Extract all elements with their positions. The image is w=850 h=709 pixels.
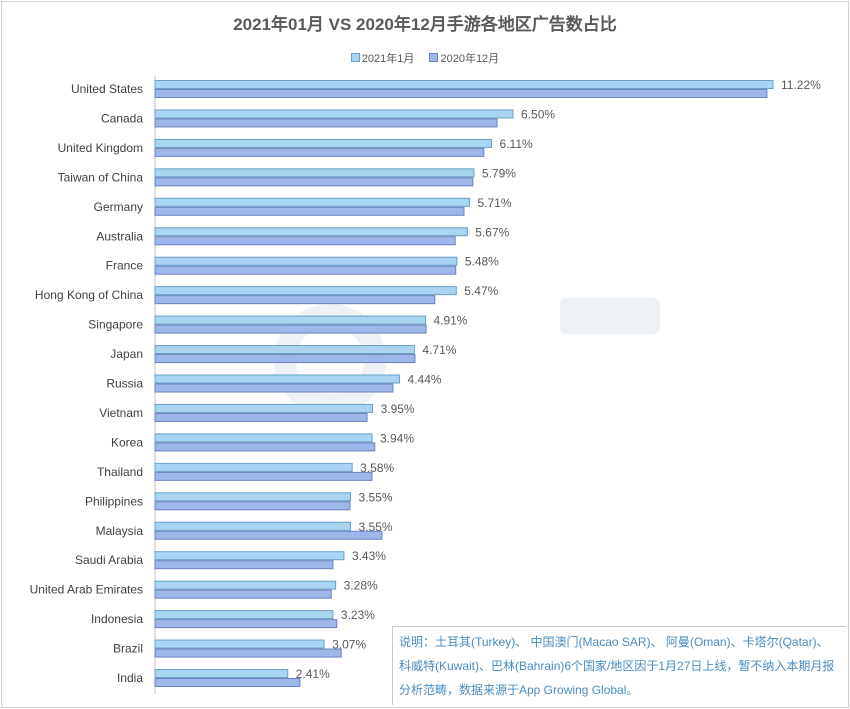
- watermark-badge: [560, 298, 660, 334]
- bar-2021-01: [154, 109, 514, 119]
- bar-2020-12: [154, 206, 465, 216]
- category-label: Brazil: [113, 642, 143, 656]
- data-label: 5.48%: [465, 255, 499, 269]
- bar-2021-01: [154, 403, 374, 413]
- category-label: Canada: [101, 111, 143, 125]
- category-label: Korea: [111, 435, 143, 449]
- data-label: 5.67%: [475, 225, 509, 239]
- bar-2020-12: [154, 560, 334, 570]
- data-label: 3.55%: [359, 520, 393, 534]
- bar-2021-01: [154, 492, 352, 502]
- category-label: United Arab Emirates: [30, 583, 143, 597]
- category-label: Thailand: [97, 465, 143, 479]
- bar-2020-12: [154, 619, 338, 629]
- category-label: Philippines: [85, 494, 143, 508]
- bar-2021-01: [154, 610, 334, 620]
- data-label: 3.95%: [381, 402, 415, 416]
- data-label: 3.23%: [341, 608, 375, 622]
- bar-2021-01: [154, 433, 373, 443]
- bar-2021-01: [154, 551, 345, 561]
- data-label: 3.94%: [380, 431, 414, 445]
- bar-2020-12: [154, 324, 427, 334]
- category-label: Japan: [110, 347, 143, 361]
- legend: 2021年1月 2020年12月: [0, 50, 850, 66]
- category-label: Indonesia: [91, 612, 143, 626]
- category-label: United States: [71, 82, 143, 96]
- category-label: India: [117, 671, 143, 685]
- data-label: 3.07%: [332, 638, 366, 652]
- category-label: United Kingdom: [58, 141, 143, 155]
- bar-2021-01: [154, 256, 458, 266]
- bar-2020-12: [154, 530, 383, 540]
- data-label: 6.50%: [521, 107, 555, 121]
- bar-2020-12: [154, 354, 416, 364]
- bar-2020-12: [154, 501, 351, 511]
- bar-2020-12: [154, 118, 498, 128]
- bar-2020-12: [154, 383, 394, 393]
- data-label: 11.22%: [781, 78, 821, 92]
- category-label: Hong Kong of China: [35, 288, 143, 302]
- bar-2021-01: [154, 580, 337, 590]
- legend-label: 2020年12月: [440, 53, 500, 65]
- bar-2020-12: [154, 89, 768, 98]
- data-label: 3.28%: [344, 579, 378, 593]
- category-label: France: [106, 259, 144, 273]
- bar-2020-12: [154, 236, 456, 246]
- data-label: 6.11%: [500, 137, 533, 151]
- bar-2021-01: [154, 345, 415, 355]
- legend-swatch: [429, 53, 439, 62]
- bar-2021-01: [154, 462, 353, 472]
- bar-2021-01: [154, 168, 475, 178]
- chart-title: 2021年01月 VS 2020年12月手游各地区广告数占比: [233, 15, 617, 34]
- bar-2020-12: [154, 147, 485, 157]
- data-label: 3.43%: [352, 549, 386, 563]
- bar-2020-12: [154, 295, 436, 305]
- data-label: 4.44%: [408, 373, 442, 387]
- data-label: 2.41%: [296, 667, 330, 681]
- bar-2020-12: [154, 412, 368, 422]
- category-label: Singapore: [88, 318, 143, 332]
- bar-2021-01: [154, 521, 352, 531]
- data-label: 4.91%: [433, 314, 467, 328]
- data-label: 5.47%: [464, 284, 498, 298]
- bar-2020-12: [154, 471, 373, 481]
- category-label: Germany: [94, 200, 143, 214]
- legend-item-2020: 2020年12月: [429, 53, 499, 65]
- data-label: 4.71%: [422, 343, 456, 357]
- data-label: 3.55%: [359, 490, 393, 504]
- bar-2020-12: [154, 265, 457, 275]
- category-label: Saudi Arabia: [75, 553, 143, 567]
- data-label: 5.79%: [482, 166, 516, 180]
- category-label: Taiwan of China: [58, 170, 144, 184]
- bar-2020-12: [154, 678, 301, 687]
- bar-2021-01: [154, 374, 401, 384]
- category-label: Australia: [96, 229, 143, 243]
- bar-2020-12: [154, 589, 332, 599]
- footnote: 说明：土耳其(Turkey)、 中国澳门(Macao SAR)、 阿曼(Oman…: [392, 626, 846, 705]
- bar-2020-12: [154, 177, 474, 187]
- bar-2021-01: [154, 80, 774, 89]
- data-label: 5.71%: [478, 196, 512, 210]
- bar-2021-01: [154, 227, 468, 237]
- legend-label: 2021年1月: [361, 53, 415, 65]
- bar-2021-01: [154, 197, 471, 207]
- bar-2020-12: [154, 648, 342, 658]
- bar-2021-01: [154, 286, 457, 296]
- category-label: Vietnam: [99, 406, 143, 420]
- data-label: 3.58%: [360, 461, 394, 475]
- category-label: Russia: [106, 377, 143, 391]
- bar-2021-01: [154, 669, 289, 678]
- category-label: Malaysia: [96, 524, 144, 538]
- legend-item-2021: 2021年1月: [350, 53, 415, 65]
- bar-2020-12: [154, 442, 376, 452]
- bar-2021-01: [154, 138, 493, 148]
- bar-2021-01: [154, 639, 325, 649]
- legend-swatch: [350, 53, 360, 62]
- bar-2021-01: [154, 315, 426, 325]
